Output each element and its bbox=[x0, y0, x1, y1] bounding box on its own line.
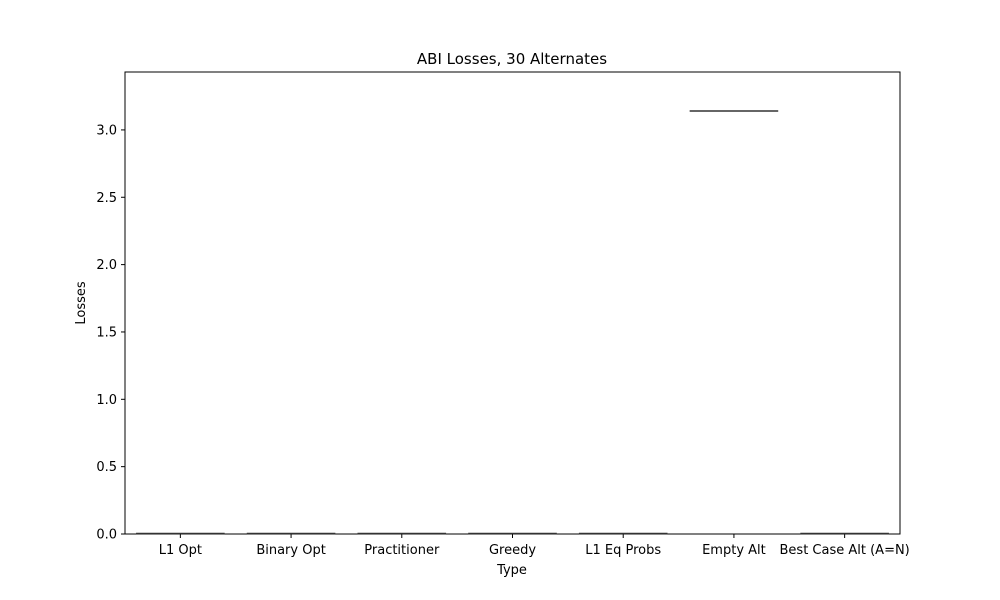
y-tick-label: 0.0 bbox=[96, 528, 117, 543]
y-tick-label: 3.0 bbox=[96, 123, 117, 138]
chart-title: ABI Losses, 30 Alternates bbox=[417, 50, 607, 68]
x-tick-label: Best Case Alt (A=N) bbox=[780, 543, 910, 558]
x-axis-label: Type bbox=[496, 563, 527, 578]
y-tick-label: 0.5 bbox=[96, 460, 117, 475]
y-tick-label: 1.5 bbox=[96, 325, 117, 340]
y-tick-label: 2.0 bbox=[96, 258, 117, 273]
x-axis: L1 Opt Binary Opt Practitioner Greedy L1 Eq … bbox=[159, 534, 910, 558]
x-tick-label: L1 Eq Probs bbox=[585, 543, 661, 558]
x-tick-label: Empty Alt bbox=[702, 543, 766, 558]
y-axis: 0.0 0.5 1.0 1.5 2.0 2.5 3.0 bbox=[96, 123, 125, 543]
x-tick-label: L1 Opt bbox=[159, 543, 202, 558]
x-tick-label: Practitioner bbox=[364, 543, 440, 558]
plot-frame bbox=[124, 71, 901, 535]
x-tick-label: Greedy bbox=[489, 543, 536, 558]
y-axis-label: Losses bbox=[74, 281, 89, 325]
y-tick-label: 2.5 bbox=[96, 191, 117, 206]
box-marks bbox=[136, 110, 889, 535]
y-tick-label: 1.0 bbox=[96, 393, 117, 408]
x-tick-label: Binary Opt bbox=[256, 543, 326, 558]
